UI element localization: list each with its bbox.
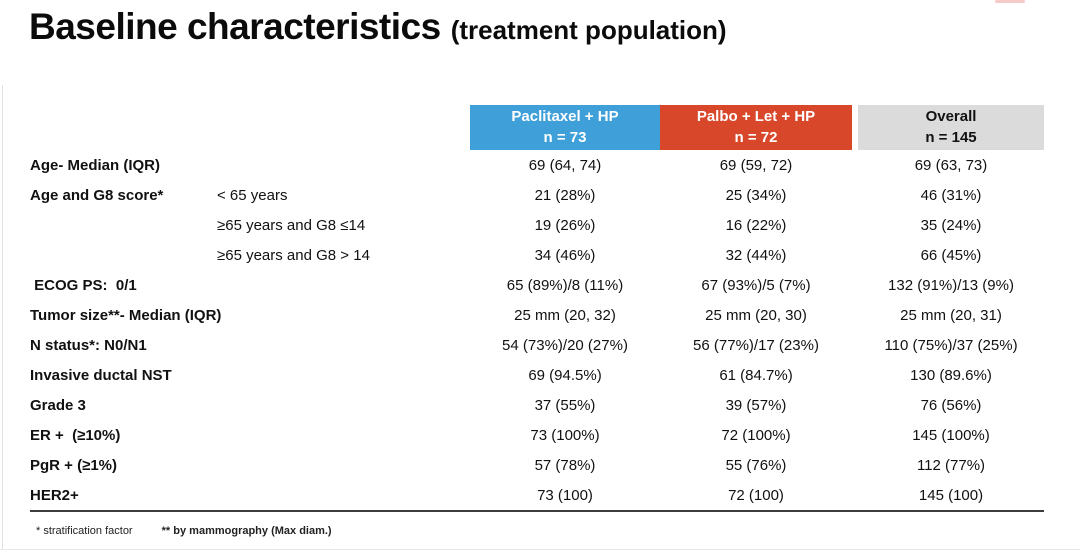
row-label: Grade 3 (30, 396, 86, 414)
row-value-overall: 35 (24%) (920, 216, 982, 234)
row-sublabel: ≥65 years and G8 ≤14 (217, 216, 366, 234)
row-value-paclitaxel: 21 (28%) (534, 186, 596, 204)
row-value-palbo: 61 (84.7%) (719, 366, 793, 384)
row-label: ECOG PS: 0/1 (30, 276, 137, 294)
row-sublabel (215, 420, 470, 450)
row-value-overall: 25 mm (20, 31) (900, 306, 1002, 324)
row-value-palbo: 16 (22%) (725, 216, 787, 234)
page-subtitle: (treatment population) (450, 15, 727, 45)
column-header-name: Paclitaxel + HP (511, 108, 619, 126)
row-value-paclitaxel: 73 (100) (537, 486, 593, 504)
row-value-overall: 112 (77%) (916, 456, 986, 474)
row-value-overall: 110 (75%)/37 (25%) (884, 336, 1018, 354)
column-header-name: Overall (925, 108, 977, 126)
header-spacer-sublabel-col (215, 105, 470, 150)
row-value-paclitaxel: 25 mm (20, 32) (514, 306, 616, 324)
row-value-paclitaxel: 54 (73%)/20 (27%) (502, 336, 628, 354)
row-label: HER2+ (30, 486, 79, 504)
row-label: Invasive ductal NST (30, 366, 172, 384)
row-value-overall: 145 (100) (918, 486, 984, 504)
row-label (30, 210, 215, 240)
row-value-palbo: 56 (77%)/17 (23%) (693, 336, 819, 354)
page-title: Baseline characteristics (29, 6, 441, 47)
slide-header: Baseline characteristics (treatment popul… (29, 6, 727, 48)
row-value-overall: 46 (31%) (920, 186, 982, 204)
row-value-paclitaxel: 34 (46%) (534, 246, 596, 264)
footnotes: * stratification factor ** by mammograph… (36, 525, 332, 537)
row-value-paclitaxel: 65 (89%)/8 (11%) (506, 276, 624, 294)
footnote-stratification: * stratification factor (36, 525, 133, 537)
column-header-paclitaxel-hp: Paclitaxel + HP n = 73 (470, 105, 660, 150)
row-label (30, 240, 215, 270)
row-value-palbo: 69 (59, 72) (719, 156, 793, 174)
row-value-palbo: 55 (76%) (725, 456, 787, 474)
row-sublabel: < 65 years (217, 186, 288, 204)
column-header-n: n = 73 (543, 128, 587, 146)
column-header-overall: Overall n = 145 (858, 105, 1044, 150)
row-sublabel (215, 150, 470, 180)
slide-left-edge-line (2, 85, 3, 549)
row-sublabel (215, 390, 470, 420)
row-sublabel (215, 450, 470, 480)
row-value-overall: 66 (45%) (920, 246, 982, 264)
row-value-palbo: 67 (93%)/5 (7%) (701, 276, 811, 294)
baseline-characteristics-table: Paclitaxel + HP n = 73 Palbo + Let + HP … (30, 105, 1044, 512)
column-header-n: n = 72 (734, 128, 778, 146)
row-label: ER + (≥10%) (30, 426, 121, 444)
top-right-logo-fragment (995, 0, 1025, 3)
row-sublabel (215, 360, 470, 390)
column-header-palbo-let-hp: Palbo + Let + HP n = 72 (660, 105, 852, 150)
row-value-palbo: 39 (57%) (725, 396, 787, 414)
row-value-overall: 132 (91%)/13 (9%) (888, 276, 1014, 294)
column-header-name: Palbo + Let + HP (696, 108, 816, 126)
row-value-overall: 69 (63, 73) (914, 156, 988, 174)
row-sublabel (215, 480, 470, 510)
row-sublabel (215, 300, 470, 330)
row-value-paclitaxel: 57 (78%) (534, 456, 596, 474)
row-label: Tumor size**- Median (IQR) (30, 306, 222, 324)
footnote-mammography: ** by mammography (Max diam.) (161, 525, 332, 537)
row-sublabel: ≥65 years and G8 > 14 (217, 246, 370, 264)
row-sublabel (215, 270, 470, 300)
row-value-palbo: 32 (44%) (725, 246, 787, 264)
row-value-palbo: 25 mm (20, 30) (705, 306, 807, 324)
row-label: Age- Median (IQR) (30, 156, 160, 174)
row-value-paclitaxel: 69 (94.5%) (528, 366, 602, 384)
row-value-paclitaxel: 19 (26%) (534, 216, 596, 234)
row-label: PgR + (≥1%) (30, 456, 117, 474)
row-label: Age and G8 score* (30, 186, 164, 204)
row-sublabel (215, 330, 470, 360)
row-value-paclitaxel: 73 (100%) (530, 426, 600, 444)
row-value-palbo: 72 (100%) (721, 426, 791, 444)
column-header-n: n = 145 (925, 128, 977, 146)
row-value-overall: 130 (89.6%) (910, 366, 992, 384)
row-value-overall: 145 (100%) (912, 426, 990, 444)
row-value-overall: 76 (56%) (920, 396, 982, 414)
row-value-palbo: 25 (34%) (725, 186, 787, 204)
row-value-paclitaxel: 37 (55%) (534, 396, 596, 414)
row-label: N status*: N0/N1 (30, 336, 147, 354)
row-value-paclitaxel: 69 (64, 74) (528, 156, 602, 174)
header-spacer-label-col (30, 105, 215, 150)
row-value-palbo: 72 (100) (728, 486, 784, 504)
